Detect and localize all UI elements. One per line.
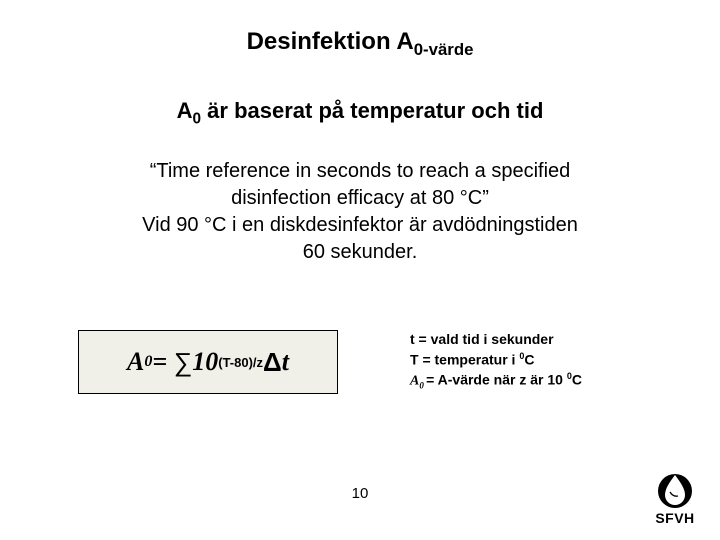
body-line4: 60 sekunder. xyxy=(303,241,418,263)
formula-t: t xyxy=(282,347,289,377)
title-prefix: Desinfektion A xyxy=(247,28,414,55)
subtitle: A0 är baserat på temperatur och tid xyxy=(0,98,720,128)
formula-sigma: ∑ xyxy=(174,347,193,378)
title-sub: 0-värde xyxy=(414,40,474,59)
body-line3: Vid 90 °C i en diskdesinfektor är avdödn… xyxy=(142,214,578,236)
formula-A: A xyxy=(127,347,144,377)
page-number: 10 xyxy=(0,485,720,502)
sfvh-logo: SFVH xyxy=(652,469,698,526)
formula-exp: (T-80)/z xyxy=(218,355,263,370)
formula-ten: 10 xyxy=(192,347,218,377)
subtitle-rest: är baserat på temperatur och tid xyxy=(201,98,543,123)
subtitle-a: A xyxy=(177,98,193,123)
legend-line3: A0 = A-värde när z är 10 0C xyxy=(410,370,582,392)
formula-delta: Δ xyxy=(263,347,282,378)
droplet-icon xyxy=(652,469,698,509)
body-text: “Time reference in seconds to reach a sp… xyxy=(60,158,660,266)
legend-line1: t = vald tid i sekunder xyxy=(410,330,582,350)
slide-title: Desinfektion A0-värde xyxy=(0,28,720,60)
formula-box: A0= ∑10(T-80)/zΔt xyxy=(78,330,338,394)
body-line1: “Time reference in seconds to reach a sp… xyxy=(150,160,571,182)
subtitle-sub: 0 xyxy=(193,110,202,127)
formula-eq: = xyxy=(152,347,167,377)
body-line2: disinfection efficacy at 80 °C” xyxy=(231,187,489,209)
legend-line2: T = temperatur i 0C xyxy=(410,350,582,370)
legend: t = vald tid i sekunder T = temperatur i… xyxy=(410,330,582,392)
logo-text: SFVH xyxy=(652,510,698,526)
formula-zero: 0 xyxy=(144,353,152,371)
